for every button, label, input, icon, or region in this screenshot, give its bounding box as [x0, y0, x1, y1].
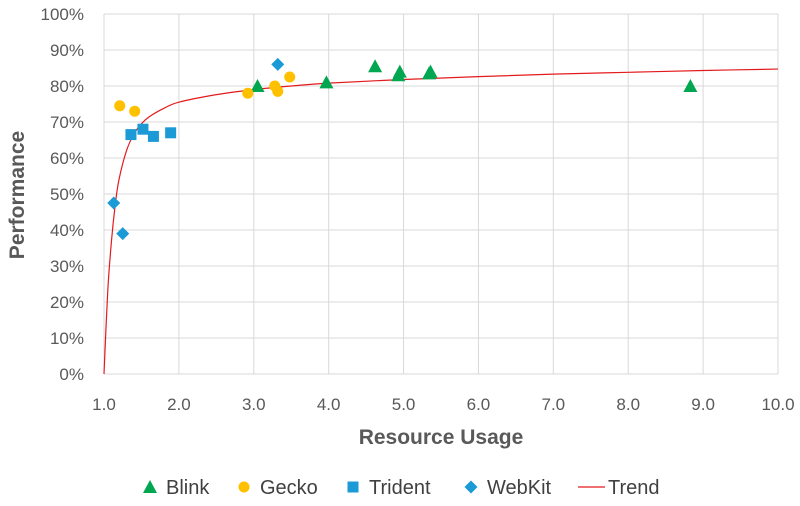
grid-lines	[103, 13, 779, 375]
legend-blink-swatch	[143, 480, 157, 493]
webkit-point	[271, 57, 285, 71]
gecko-point	[272, 85, 284, 97]
blink-point	[392, 64, 407, 78]
y-tick-label: 60%	[50, 149, 84, 168]
gecko-point	[284, 71, 296, 83]
y-tick-label: 0%	[59, 365, 84, 384]
x-tick-label: 3.0	[242, 395, 266, 414]
blink-point	[250, 79, 265, 92]
x-tick-label: 9.0	[691, 395, 715, 414]
legend-webkit-label: WebKit	[487, 477, 552, 499]
legend-trident-label: Trident	[369, 477, 431, 499]
x-axis-title: Resource Usage	[359, 426, 524, 449]
x-tick-label: 6.0	[467, 395, 491, 414]
blink-point	[423, 64, 438, 78]
y-tick-label: 90%	[50, 41, 84, 60]
blink-point	[683, 79, 698, 92]
x-tick-label: 1.0	[92, 395, 116, 414]
legend-webkit-swatch	[464, 480, 478, 494]
webkit-point	[116, 227, 130, 241]
trident-point	[165, 127, 177, 139]
x-tick-label: 7.0	[542, 395, 566, 414]
y-tick-label: 40%	[50, 221, 84, 240]
blink-point	[319, 75, 334, 89]
y-tick-label: 10%	[50, 329, 84, 348]
webkit-point	[107, 196, 121, 210]
x-tick-label: 8.0	[616, 395, 640, 414]
legend-trident-swatch	[347, 481, 359, 493]
y-tick-label: 50%	[50, 185, 84, 204]
y-tick-label: 100%	[41, 5, 84, 24]
y-tick-label: 30%	[50, 257, 84, 276]
legend-trend-label: Trend	[608, 477, 660, 499]
gecko-point	[129, 105, 141, 117]
trident-point	[147, 130, 159, 142]
legend-blink-label: Blink	[166, 477, 210, 499]
x-tick-label: 4.0	[317, 395, 341, 414]
legend-gecko-label: Gecko	[260, 477, 318, 499]
legend-gecko-swatch	[238, 481, 250, 493]
data-points	[107, 57, 698, 241]
trend-line	[103, 68, 779, 375]
blink-point	[368, 59, 383, 73]
y-axis-title: Performance	[6, 131, 29, 259]
trend-line-layer	[103, 68, 779, 375]
y-tick-label: 20%	[50, 293, 84, 312]
gecko-point	[114, 100, 126, 112]
y-tick-label: 80%	[50, 77, 84, 96]
tick-labels: 0% 10% 20% 30% 40% 50% 60% 70% 80% 90% 100% 1.0 2.0 3…	[41, 5, 795, 414]
x-tick-label: 5.0	[392, 395, 416, 414]
trident-point	[137, 123, 149, 135]
x-tick-label: 10.0	[761, 395, 794, 414]
y-tick-label: 70%	[50, 113, 84, 132]
gecko-point	[242, 87, 254, 99]
trident-point	[125, 129, 137, 141]
legend: Blink Gecko Trident WebKit Trend	[143, 477, 660, 499]
x-tick-label: 2.0	[167, 395, 191, 414]
